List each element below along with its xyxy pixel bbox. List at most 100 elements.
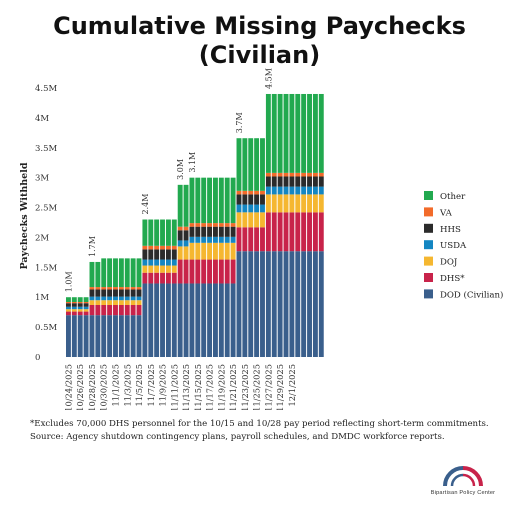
bar-segment-doj: [189, 242, 195, 260]
bar-14: [142, 219, 148, 357]
bar-segment-doj: [236, 212, 242, 228]
bar-segment-usda: [207, 236, 213, 243]
bar-segment-dhs: [130, 304, 136, 316]
bar-segment-hhs: [218, 226, 224, 237]
bar-segment-dhs: [165, 272, 171, 284]
bar-36: [271, 93, 277, 357]
bar-segment-dhs: [89, 304, 95, 316]
bar-segment-doj: [160, 265, 165, 273]
x-tick-label: 11/27/2025: [263, 364, 273, 410]
bar-segment-doj: [142, 265, 148, 273]
bar-segment-other: [218, 177, 224, 224]
bar-segment-va: [236, 190, 242, 195]
bar-segment-usda: [71, 306, 77, 310]
bar-segment-usda: [312, 186, 318, 195]
bar-segment-doj: [148, 265, 154, 273]
bar-segment-usda: [283, 186, 289, 195]
bar-segment-hhs: [224, 226, 230, 237]
bar-segment-dod-civilian: [318, 251, 324, 357]
bar-segment-doj: [136, 300, 142, 305]
x-tick-label: 11/17/2025: [205, 364, 215, 410]
bar-segment-va: [183, 226, 189, 231]
bar-segment-doj: [83, 309, 89, 312]
bar-segment-other: [301, 93, 307, 173]
bar-3: [77, 297, 83, 357]
bar-segment-hhs: [136, 289, 142, 297]
x-tick-label: 11/21/2025: [228, 364, 238, 410]
bar-segment-dhs: [271, 212, 277, 252]
bar-segment-hhs: [295, 176, 301, 187]
x-tick-label: 10/26/2025: [75, 364, 85, 410]
bar-segment-other: [66, 297, 71, 303]
bar-segment-other: [271, 93, 277, 173]
bar-segment-hhs: [307, 176, 312, 187]
bar-segment-other: [277, 93, 283, 173]
bar-segment-va: [260, 190, 265, 195]
bar-segment-usda: [277, 186, 283, 195]
chart-title-line-2: (Civilian): [198, 41, 321, 69]
bar-segment-doj: [260, 212, 265, 228]
bar-segment-dhs: [295, 212, 301, 252]
legend-item: DOD (Civilian): [424, 289, 503, 300]
bar-segment-va: [101, 287, 107, 290]
bar-segment-other: [236, 138, 242, 191]
bar-segment-usda: [213, 236, 218, 243]
bar-segment-va: [254, 190, 260, 195]
bar-35: [265, 93, 271, 357]
bar-segment-other: [118, 258, 124, 288]
bar-segment-usda: [113, 296, 118, 301]
legend-label: Other: [440, 192, 466, 202]
bar-segment-usda: [148, 259, 154, 266]
bar-segment-dod-civilian: [248, 251, 254, 357]
bar-segment-hhs: [189, 226, 195, 237]
bar-32: [248, 138, 254, 357]
bar-segment-hhs: [195, 226, 201, 237]
legend: Other VA HHS USDA DOJ DHS* DOD (Civilian): [424, 191, 503, 300]
bar-segment-va: [295, 172, 301, 177]
y-axis-label: Paychecks Withheld: [19, 162, 30, 269]
bar-segment-doj: [318, 194, 324, 213]
bar-segment-va: [189, 223, 195, 227]
bar-segment-dod-civilian: [307, 251, 312, 357]
bar-segment-va: [318, 172, 324, 177]
y-tick-label: 1M: [35, 293, 49, 303]
x-tick-label: 11/13/2025: [181, 364, 191, 410]
bar-segment-dod-civilian: [130, 315, 136, 357]
legend-label: DOD (Civilian): [440, 289, 503, 300]
bar-segment-doj: [183, 246, 189, 260]
bar-segment-dhs: [101, 304, 107, 316]
y-tick-label: 0: [35, 353, 40, 363]
footnote-note: *Excludes 70,000 DHS personnel for the 1…: [30, 419, 489, 429]
bar-segment-va: [277, 172, 283, 177]
bar-7: [101, 258, 107, 357]
bar-segment-dhs: [289, 212, 295, 252]
x-tick-label: 11/19/2025: [216, 364, 226, 410]
bar-segment-hhs: [201, 226, 207, 237]
bar-segment-dod-civilian: [71, 315, 77, 357]
bar-segment-hhs: [277, 176, 283, 187]
bar-segment-doj: [171, 265, 177, 273]
bar-segment-other: [254, 138, 260, 191]
y-tick-label: 3.5M: [35, 144, 58, 154]
bar-segment-hhs: [101, 289, 107, 297]
bar-segment-doj: [177, 246, 183, 260]
bar-segment-dod-civilian: [265, 251, 271, 357]
bar-18: [165, 219, 171, 357]
bar-segment-va: [207, 223, 213, 227]
bar-22: [189, 177, 195, 357]
bar-8: [107, 258, 113, 357]
bar-segment-dod-civilian: [236, 251, 242, 357]
bar-segment-hhs: [154, 249, 160, 260]
bar-segment-va: [113, 287, 118, 290]
bar-segment-va: [130, 287, 136, 290]
bar-segment-dhs: [254, 227, 260, 252]
bar-segment-usda: [77, 306, 83, 310]
bar-1: [66, 297, 71, 357]
bar-segment-usda: [136, 296, 142, 301]
bar-segment-dhs: [148, 272, 154, 284]
bar-segment-doj: [312, 194, 318, 213]
bar-segment-other: [113, 258, 118, 288]
bar-segment-hhs: [283, 176, 289, 187]
bar-segment-hhs: [118, 289, 124, 297]
bar-segment-dhs: [307, 212, 312, 252]
